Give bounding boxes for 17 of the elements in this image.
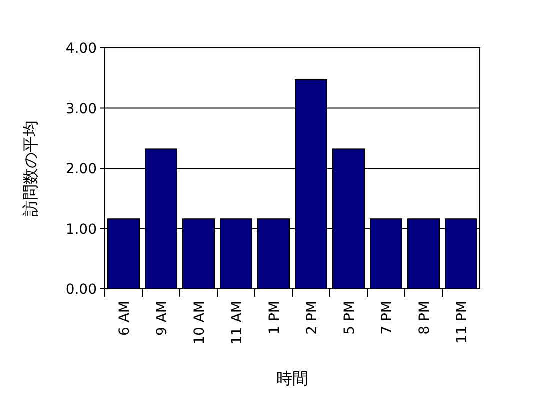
x-tick-label: 2 PM [304, 301, 320, 335]
y-tick-label: 1.00 [66, 222, 97, 238]
y-tick-label: 3.00 [66, 101, 97, 118]
x-axis-title: 時間 [276, 369, 308, 388]
x-tick-label: 11 AM [229, 301, 246, 345]
y-tick-label: 2.00 [66, 162, 97, 178]
x-tick-label: 1 PM [266, 301, 283, 335]
x-tick-label: 5 PM [342, 301, 358, 335]
x-tick-label: 10 AM [192, 301, 208, 345]
x-tick-label: 9 AM [154, 301, 170, 336]
x-tick-label: 6 AM [116, 301, 133, 336]
x-tick-label: 7 PM [379, 301, 396, 335]
x-tick-label: 8 PM [416, 301, 433, 335]
x-tick-label: 11 PM [454, 301, 470, 344]
y-tick-label: 0.00 [66, 282, 97, 298]
y-axis-title: 訪問数の平均 [21, 120, 40, 216]
y-tick-label: 4.00 [66, 41, 97, 57]
